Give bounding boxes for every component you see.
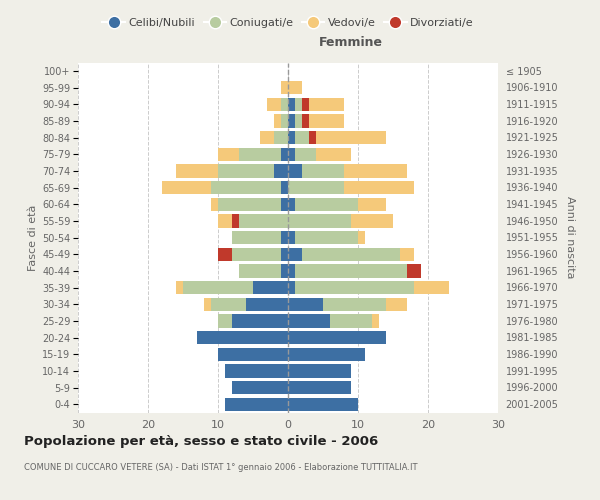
Bar [183, 281, 253, 294]
Bar [218, 148, 239, 161]
Bar [288, 348, 365, 361]
Bar [281, 148, 288, 161]
Bar [281, 114, 288, 128]
Bar [218, 314, 232, 328]
Bar [288, 81, 302, 94]
Bar [288, 248, 302, 261]
Bar [211, 181, 281, 194]
Bar [239, 148, 281, 161]
Bar [246, 298, 288, 311]
Bar [288, 298, 323, 311]
Bar [400, 248, 414, 261]
Bar [204, 298, 211, 311]
Bar [295, 198, 358, 211]
Bar [351, 214, 393, 228]
Bar [295, 98, 302, 111]
Bar [302, 248, 400, 261]
Bar [309, 98, 344, 111]
Bar [281, 198, 288, 211]
Y-axis label: Anni di nascita: Anni di nascita [565, 196, 575, 278]
Bar [295, 148, 316, 161]
Bar [218, 198, 281, 211]
Y-axis label: Fasce di età: Fasce di età [28, 204, 38, 270]
Bar [288, 214, 351, 228]
Bar [358, 198, 386, 211]
Bar [225, 398, 288, 411]
Bar [288, 381, 351, 394]
Bar [211, 198, 218, 211]
Bar [274, 114, 281, 128]
Bar [288, 114, 295, 128]
Bar [239, 264, 281, 278]
Bar [288, 131, 295, 144]
Bar [358, 231, 365, 244]
Bar [162, 181, 211, 194]
Bar [218, 164, 274, 177]
Bar [288, 148, 295, 161]
Bar [281, 81, 288, 94]
Text: Femmine: Femmine [319, 36, 383, 49]
Bar [309, 114, 344, 128]
Bar [295, 231, 358, 244]
Bar [372, 314, 379, 328]
Bar [218, 348, 288, 361]
Bar [288, 231, 295, 244]
Bar [323, 298, 386, 311]
Bar [281, 248, 288, 261]
Bar [267, 98, 281, 111]
Bar [295, 131, 309, 144]
Bar [330, 314, 372, 328]
Bar [414, 281, 449, 294]
Bar [386, 298, 407, 311]
Bar [288, 331, 386, 344]
Bar [288, 198, 295, 211]
Bar [232, 381, 288, 394]
Bar [295, 264, 407, 278]
Bar [239, 214, 288, 228]
Bar [232, 248, 281, 261]
Bar [176, 281, 183, 294]
Bar [281, 98, 288, 111]
Bar [288, 164, 302, 177]
Bar [232, 231, 281, 244]
Bar [218, 248, 232, 261]
Bar [295, 114, 302, 128]
Bar [176, 164, 218, 177]
Bar [288, 398, 358, 411]
Bar [309, 131, 316, 144]
Bar [288, 98, 295, 111]
Bar [288, 281, 295, 294]
Bar [211, 298, 246, 311]
Bar [253, 281, 288, 294]
Bar [281, 264, 288, 278]
Bar [344, 181, 414, 194]
Bar [288, 181, 344, 194]
Bar [295, 281, 414, 294]
Bar [302, 114, 309, 128]
Bar [316, 148, 351, 161]
Bar [316, 131, 386, 144]
Bar [407, 264, 421, 278]
Text: COMUNE DI CUCCARO VETERE (SA) - Dati ISTAT 1° gennaio 2006 - Elaborazione TUTTIT: COMUNE DI CUCCARO VETERE (SA) - Dati IST… [24, 462, 418, 471]
Bar [288, 364, 351, 378]
Bar [344, 164, 407, 177]
Bar [302, 164, 344, 177]
Bar [232, 314, 288, 328]
Legend: Celibi/Nubili, Coniugati/e, Vedovi/e, Divorziati/e: Celibi/Nubili, Coniugati/e, Vedovi/e, Di… [98, 14, 478, 32]
Bar [281, 231, 288, 244]
Bar [274, 131, 288, 144]
Bar [232, 214, 239, 228]
Bar [218, 214, 232, 228]
Bar [225, 364, 288, 378]
Bar [260, 131, 274, 144]
Bar [288, 314, 330, 328]
Bar [288, 264, 295, 278]
Text: Popolazione per età, sesso e stato civile - 2006: Popolazione per età, sesso e stato civil… [24, 435, 378, 448]
Bar [197, 331, 288, 344]
Bar [281, 181, 288, 194]
Bar [302, 98, 309, 111]
Bar [274, 164, 288, 177]
